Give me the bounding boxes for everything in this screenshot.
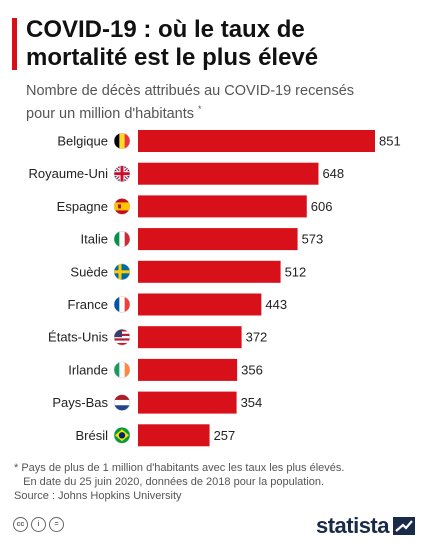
sweden-flag-icon xyxy=(113,263,131,281)
bar-row: Royaume-Uni 648 xyxy=(29,162,344,185)
italy-flag-icon xyxy=(113,230,131,248)
value-label: 606 xyxy=(311,199,333,214)
bar xyxy=(138,326,242,349)
statista-logo[interactable]: statista xyxy=(316,513,415,539)
bar xyxy=(138,260,281,283)
usa-flag-icon xyxy=(113,328,131,346)
belgium-flag-icon xyxy=(113,132,131,150)
value-label: 443 xyxy=(265,297,287,312)
logo-text: statista xyxy=(315,513,390,538)
source-text: Source : Johns Hopkins University xyxy=(14,490,182,502)
bar-row: Irlande 356 xyxy=(68,358,263,381)
title-line-2: mortalité est le plus élevé xyxy=(26,44,319,71)
category-label: Belgique xyxy=(57,134,108,149)
value-label: 372 xyxy=(246,330,268,345)
bar-row: États-Unis 372 xyxy=(48,326,268,349)
bar xyxy=(138,424,210,447)
category-label: Irlande xyxy=(68,362,108,377)
bar-row: Italie 573 xyxy=(81,228,324,251)
category-label: Suède xyxy=(70,264,108,279)
bar xyxy=(138,228,298,251)
value-label: 356 xyxy=(241,362,263,377)
category-label: Espagne xyxy=(57,199,108,214)
bar-row: Pays-Bas 354 xyxy=(52,391,263,414)
value-label: 573 xyxy=(302,232,324,247)
cc-icon[interactable]: cc xyxy=(13,517,28,532)
title-accent-bar xyxy=(12,18,17,70)
bar-row: Espagne 606 xyxy=(57,195,333,218)
statista-mark-icon xyxy=(393,517,415,535)
category-label: Royaume-Uni xyxy=(29,166,109,181)
subtitle-line-2: pour un million d'habitants xyxy=(26,105,195,122)
bar-row: Suède 512 xyxy=(70,260,307,283)
category-label: France xyxy=(68,297,108,312)
category-label: États-Unis xyxy=(48,330,108,345)
france-flag-icon xyxy=(113,296,131,313)
value-label: 512 xyxy=(285,264,307,279)
brazil-flag-icon xyxy=(113,427,131,444)
category-label: Brésil xyxy=(75,428,108,443)
footnote: * Pays de plus de 1 million d'habitants … xyxy=(14,461,414,503)
category-label: Pays-Bas xyxy=(52,395,108,410)
bar xyxy=(138,391,237,414)
bar-row: Belgique 851 xyxy=(57,130,401,152)
footnote-line-2: En date du 25 juin 2020, données de 2018… xyxy=(14,476,325,488)
footnote-line-1: * Pays de plus de 1 million d'habitants … xyxy=(14,462,345,474)
title-line-1: COVID-19 : où le taux de xyxy=(26,16,305,43)
chart-subtitle: Nombre de décès attribués au COVID-19 re… xyxy=(26,82,416,123)
subtitle-footnote-mark: * xyxy=(198,104,202,114)
value-label: 257 xyxy=(214,428,236,443)
spain-flag-icon xyxy=(113,198,131,215)
bar xyxy=(138,358,238,381)
bar-chart: Belgique 851 Royaume-Uni 648 Espagne 606 Itali… xyxy=(29,130,401,447)
bar xyxy=(138,162,319,185)
bar-row: Brésil 257 xyxy=(75,424,236,447)
no-derivatives-icon[interactable]: = xyxy=(49,517,64,532)
bar-row: France 443 xyxy=(68,293,287,316)
ireland-flag-icon xyxy=(113,361,131,379)
license-icons: cc i = xyxy=(13,517,64,532)
value-label: 354 xyxy=(241,395,263,410)
chart-title: COVID-19 : où le taux de mortalité est l… xyxy=(26,16,416,72)
bar xyxy=(138,195,307,218)
value-label: 648 xyxy=(322,166,344,181)
bar xyxy=(138,293,262,316)
bar xyxy=(138,130,375,152)
netherlands-flag-icon xyxy=(113,394,131,411)
attribution-icon[interactable]: i xyxy=(31,517,46,532)
uk-flag-icon xyxy=(113,165,131,182)
value-label: 851 xyxy=(379,134,401,149)
category-label: Italie xyxy=(81,232,108,247)
subtitle-line-1: Nombre de décès attribués au COVID-19 re… xyxy=(26,83,355,99)
